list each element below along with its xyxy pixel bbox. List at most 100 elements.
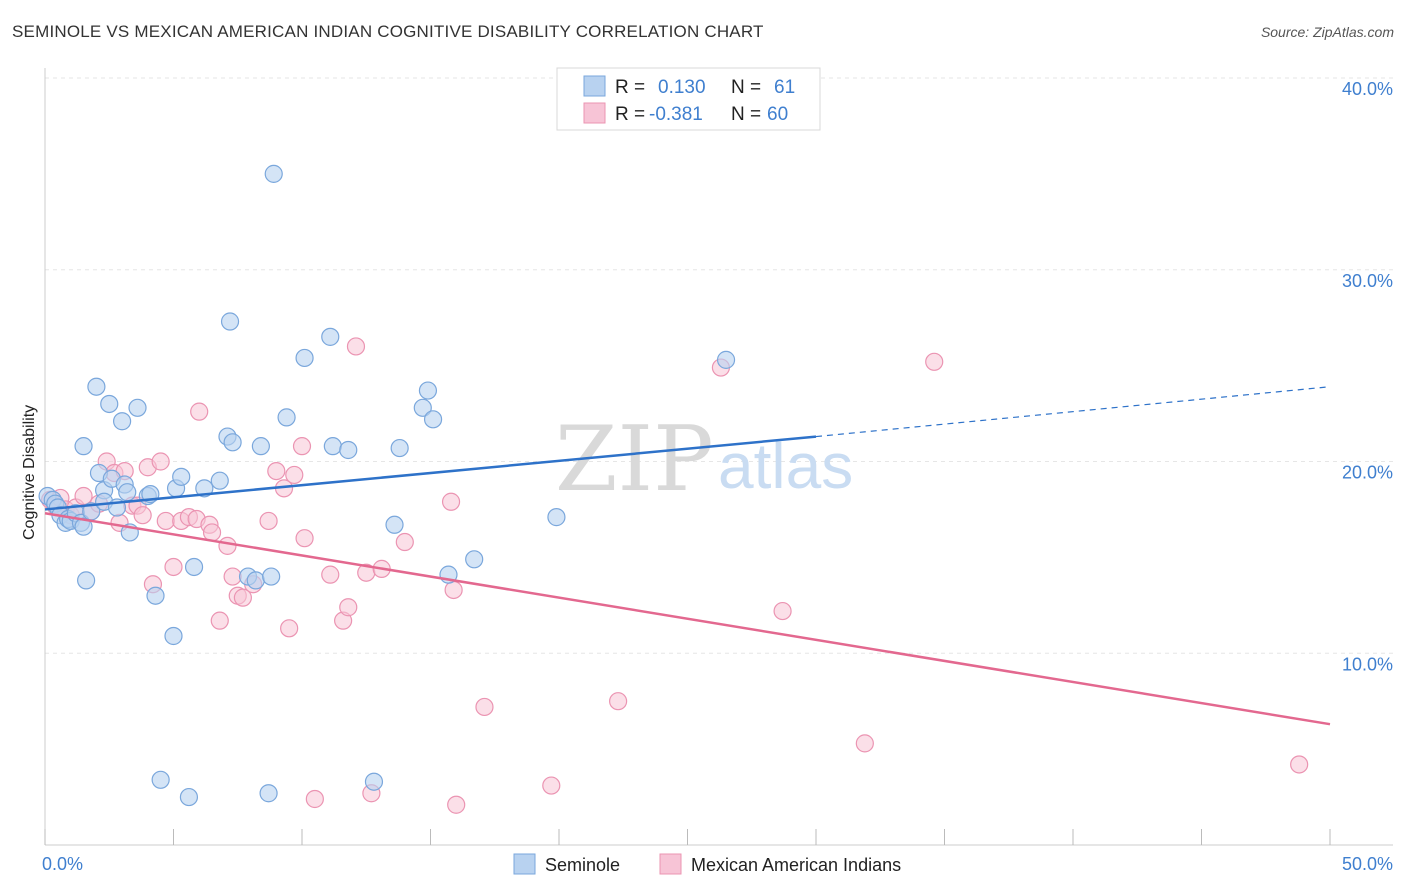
- x-tick-label-1: 50.0%: [1342, 854, 1393, 874]
- point-mexican-39: [295, 529, 314, 548]
- legend-top: R = 0.130 N = 61 R = -0.381 N = 60: [556, 67, 821, 131]
- point-seminole-32: [172, 467, 191, 486]
- point-seminole-10: [74, 517, 93, 536]
- y-axis-title: Cognitive Disability: [21, 405, 38, 540]
- trend-line-mexican: [44, 512, 1331, 726]
- point-mexican-53: [542, 776, 561, 795]
- point-mexican-51: [447, 795, 466, 814]
- watermark-atlas: atlas: [718, 430, 853, 502]
- point-mexican-26: [202, 523, 222, 542]
- legend-r-value-mexican: -0.381: [649, 104, 703, 125]
- point-seminole-58: [465, 550, 484, 569]
- legend-bottom-label-seminole: Seminole: [545, 855, 620, 875]
- point-seminole-60: [716, 350, 736, 369]
- point-seminole-56: [423, 410, 443, 429]
- point-seminole-39: [223, 433, 242, 452]
- point-seminole-21: [112, 412, 132, 431]
- point-mexican-57: [855, 734, 874, 753]
- point-seminole-50: [339, 440, 358, 460]
- y-tick-label-0: 10.0%: [1342, 654, 1393, 674]
- source-label: Source: ZipAtlas.com: [1260, 24, 1394, 40]
- series-seminole: [38, 164, 736, 807]
- grid-lines: [45, 77, 1393, 654]
- point-mexican-50: [444, 580, 463, 600]
- legend-bottom-label-mexican: Mexican American Indians: [691, 855, 901, 875]
- legend-r-label-mexican: R =: [615, 104, 645, 125]
- legend-n-value-mexican: 60: [767, 104, 788, 125]
- point-mexican-28: [218, 536, 237, 555]
- trend-line-seminole: [44, 435, 817, 511]
- point-seminole-43: [259, 784, 278, 803]
- legend-bottom-swatch-seminole: [513, 853, 536, 875]
- point-seminole-45: [264, 164, 283, 183]
- point-seminole-33: [179, 787, 199, 807]
- legend-n-label-seminole: N =: [731, 77, 761, 98]
- point-seminole-47: [295, 348, 314, 368]
- point-seminole-53: [390, 438, 409, 458]
- point-seminole-25: [128, 398, 147, 417]
- point-mexican-31: [233, 588, 252, 607]
- chart-title: SEMINOLE VS MEXICAN AMERICAN INDIAN COGN…: [12, 22, 764, 41]
- watermark: ZIP atlas: [555, 407, 853, 512]
- point-mexican-18: [151, 452, 170, 471]
- point-seminole-51: [364, 772, 384, 791]
- point-seminole-46: [277, 408, 296, 427]
- legend-swatch-seminole: [583, 75, 606, 97]
- point-seminole-13: [74, 437, 93, 456]
- point-mexican-36: [280, 619, 299, 638]
- point-seminole-59: [547, 508, 566, 527]
- point-seminole-52: [385, 515, 404, 534]
- y-tick-label-2: 30.0%: [1342, 271, 1393, 291]
- point-mexican-20: [164, 557, 183, 577]
- point-mexican-49: [441, 492, 461, 511]
- point-seminole-28: [146, 586, 165, 605]
- point-mexican-38: [292, 437, 312, 456]
- point-mexican-37: [285, 465, 304, 485]
- point-seminole-14: [87, 377, 106, 396]
- legend-bottom-swatch-mexican: [659, 853, 682, 875]
- point-seminole-54: [413, 398, 432, 417]
- point-mexican-58: [925, 352, 944, 371]
- point-mexican-29: [223, 567, 242, 586]
- point-mexican-24: [190, 402, 209, 421]
- x-tick-labels: 0.0% 50.0%: [42, 854, 1393, 874]
- trend-lines: [44, 386, 1331, 726]
- y-tick-label-3: 40.0%: [1342, 79, 1393, 99]
- point-seminole-38: [220, 312, 240, 331]
- point-seminole-49: [323, 437, 342, 456]
- point-seminole-48: [321, 327, 340, 346]
- point-seminole-30: [164, 626, 183, 646]
- legend-n-label-mexican: N =: [731, 104, 761, 125]
- y-tick-labels: 10.0% 20.0% 30.0% 40.0%: [1342, 79, 1393, 674]
- point-seminole-34: [184, 557, 204, 577]
- point-seminole-55: [418, 381, 438, 400]
- axes: [44, 68, 1393, 846]
- legend-bottom: Seminole Mexican American Indians: [513, 853, 901, 875]
- legend-r-value-seminole: 0.130: [658, 77, 706, 98]
- point-seminole-29: [151, 770, 170, 789]
- point-mexican-52: [475, 697, 494, 717]
- point-mexican-19: [156, 511, 175, 531]
- point-mexican-59: [1290, 755, 1309, 774]
- point-seminole-41: [246, 571, 265, 590]
- point-seminole-36: [210, 471, 229, 490]
- point-mexican-34: [267, 461, 286, 481]
- legend-swatch-mexican: [583, 102, 606, 124]
- x-tick-label-0: 0.0%: [42, 854, 83, 874]
- point-seminole-44: [262, 567, 281, 586]
- legend-r-label-seminole: R =: [615, 77, 645, 98]
- y-tick-label-1: 20.0%: [1342, 463, 1393, 483]
- point-mexican-48: [395, 532, 414, 552]
- point-seminole-11: [77, 571, 96, 590]
- trend-line-seminole-extension: [815, 386, 1331, 438]
- legend-n-value-seminole: 61: [774, 77, 795, 98]
- point-mexican-27: [210, 611, 229, 630]
- point-mexican-44: [346, 337, 366, 356]
- point-mexican-15: [133, 506, 152, 525]
- point-mexican-56: [773, 601, 792, 621]
- point-mexican-6: [74, 486, 93, 506]
- point-seminole-18: [100, 394, 119, 414]
- point-mexican-33: [259, 511, 278, 531]
- point-seminole-35: [195, 479, 214, 498]
